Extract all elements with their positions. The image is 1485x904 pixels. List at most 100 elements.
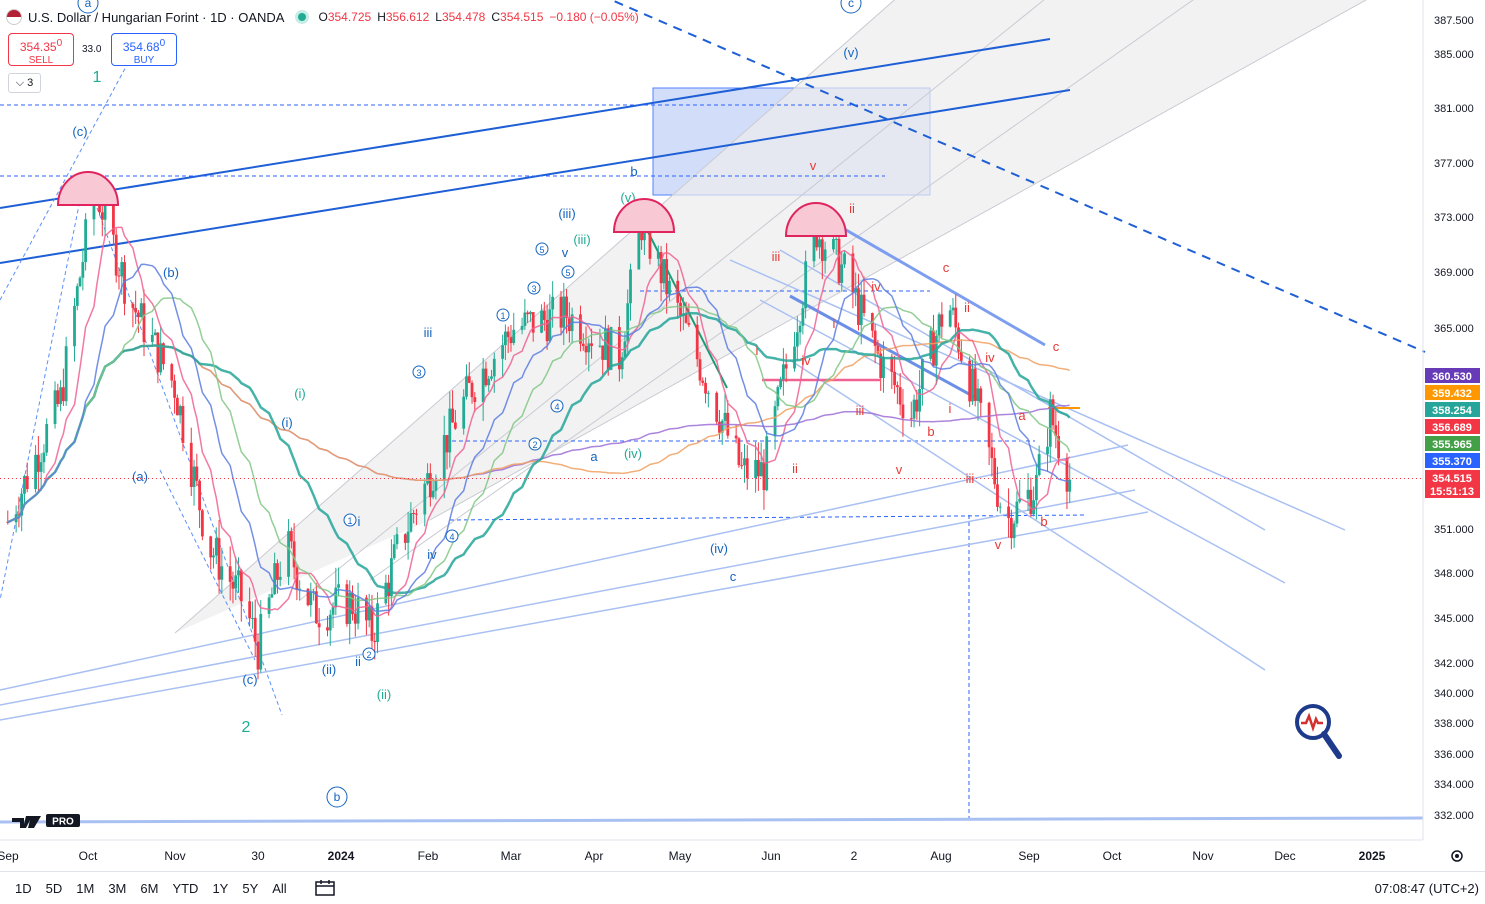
candle-body bbox=[912, 399, 916, 419]
candle-body bbox=[1051, 399, 1055, 426]
indicator-layers-toggle[interactable]: ⌵ 3 bbox=[8, 73, 41, 93]
candle-body bbox=[134, 307, 138, 313]
range-6m-button[interactable]: 6M bbox=[140, 880, 159, 896]
candle-body bbox=[590, 343, 593, 346]
clock[interactable]: 07:08:47 (UTC+2) bbox=[1374, 881, 1479, 896]
time-tick-label: Oct bbox=[79, 849, 98, 863]
candle-body bbox=[587, 343, 591, 353]
candle-body bbox=[1026, 489, 1030, 499]
time-tick-label: 30 bbox=[251, 849, 265, 863]
moving-averages bbox=[0, 226, 1423, 618]
candle-body bbox=[954, 307, 958, 328]
price-badge-label: 15:51:13 bbox=[1430, 486, 1474, 498]
wave-label: (iii) bbox=[558, 206, 575, 221]
candle-body bbox=[45, 424, 49, 453]
candle-body bbox=[162, 343, 165, 365]
candle-body bbox=[112, 198, 115, 235]
price-badge-label: 358.254 bbox=[1432, 405, 1473, 417]
candle-body bbox=[909, 418, 913, 420]
range-ytd-button[interactable]: YTD bbox=[172, 880, 199, 896]
wave-label: v bbox=[896, 462, 903, 477]
symbol-title[interactable]: U.S. Dollar / Hungarian Forint · 1D · OA… bbox=[28, 9, 285, 25]
wave-label: 1 bbox=[93, 69, 102, 86]
gear-icon[interactable] bbox=[1451, 850, 1463, 862]
wave-label: ii bbox=[849, 201, 855, 216]
candle-body bbox=[153, 332, 157, 335]
candle-body bbox=[390, 558, 393, 597]
candle-body bbox=[921, 358, 924, 390]
time-tick-label: Nov bbox=[1192, 849, 1213, 863]
price-badge bbox=[1425, 483, 1480, 498]
candle-body bbox=[287, 531, 290, 577]
candle-body bbox=[718, 421, 721, 433]
candle-body bbox=[979, 388, 983, 403]
candle-body bbox=[406, 531, 410, 543]
us-flag-icon bbox=[6, 9, 22, 25]
candle-body bbox=[834, 238, 838, 240]
candle-body bbox=[501, 345, 505, 359]
candle-body bbox=[345, 584, 349, 624]
wave-label: i bbox=[358, 514, 361, 529]
candle-body bbox=[1048, 399, 1052, 447]
candle-body bbox=[987, 402, 991, 448]
wave-label: i bbox=[756, 343, 759, 358]
circled-wave-label bbox=[550, 399, 564, 413]
calendar-icon[interactable] bbox=[314, 880, 336, 896]
candle-body bbox=[531, 312, 535, 333]
price-badge-label: 356.689 bbox=[1432, 422, 1472, 434]
candle-body bbox=[579, 314, 582, 344]
candle-body bbox=[937, 314, 941, 336]
wave-label: i bbox=[949, 401, 952, 416]
candle-body bbox=[659, 252, 663, 284]
candle-body bbox=[876, 345, 880, 354]
candle-body bbox=[704, 382, 707, 394]
candle-body bbox=[59, 387, 62, 405]
wave-label: 2 bbox=[532, 440, 537, 450]
candle-body bbox=[6, 521, 10, 523]
candle-body bbox=[492, 358, 496, 377]
candle-body bbox=[103, 198, 107, 220]
channel-line bbox=[0, 444, 1129, 691]
candle-body bbox=[890, 356, 894, 372]
candle-body bbox=[720, 420, 724, 433]
price-tick-label: 365.000 bbox=[1434, 323, 1474, 335]
candle-body bbox=[403, 534, 407, 543]
candle-body bbox=[123, 262, 126, 304]
range-5d-button[interactable]: 5D bbox=[45, 880, 63, 896]
wave-label: iii bbox=[424, 325, 433, 340]
buy-button[interactable]: 354.680 BUY bbox=[111, 33, 177, 66]
range-1m-button[interactable]: 1M bbox=[76, 880, 95, 896]
candle-body bbox=[804, 261, 808, 309]
price-tick-label: 345.000 bbox=[1434, 613, 1474, 625]
wave-label: 5 bbox=[565, 268, 570, 278]
circled-wave-label bbox=[561, 265, 575, 279]
candle-body bbox=[734, 435, 738, 439]
range-3m-button[interactable]: 3M bbox=[108, 880, 127, 896]
circled-wave-label bbox=[535, 242, 549, 256]
candle-body bbox=[540, 310, 543, 333]
logo-pro-text: PRO bbox=[52, 817, 74, 828]
candle-body bbox=[629, 269, 632, 304]
candle-body bbox=[309, 592, 313, 606]
wave-label: (iv) bbox=[710, 541, 728, 556]
candle-body bbox=[326, 627, 329, 631]
candle-body bbox=[526, 312, 530, 315]
range-all-button[interactable]: All bbox=[272, 880, 287, 896]
wave-label: c bbox=[730, 569, 737, 584]
range-1d-button[interactable]: 1D bbox=[15, 880, 32, 896]
candle-body bbox=[356, 597, 360, 624]
candle-body bbox=[25, 476, 29, 490]
candle-body bbox=[228, 566, 232, 582]
sell-button[interactable]: 354.350 SELL bbox=[8, 33, 74, 66]
range-1y-button[interactable]: 1Y bbox=[212, 880, 229, 896]
candle-body bbox=[409, 512, 413, 532]
candle-body bbox=[114, 234, 118, 276]
pitchfork-line bbox=[174, 0, 896, 634]
wave-label: v bbox=[995, 537, 1002, 552]
range-5y-button[interactable]: 5Y bbox=[242, 880, 259, 896]
candle-body bbox=[882, 356, 885, 379]
resistance-line bbox=[807, 206, 1046, 347]
tradingview-logo: PRO bbox=[12, 814, 80, 828]
candle-body bbox=[1068, 479, 1072, 492]
